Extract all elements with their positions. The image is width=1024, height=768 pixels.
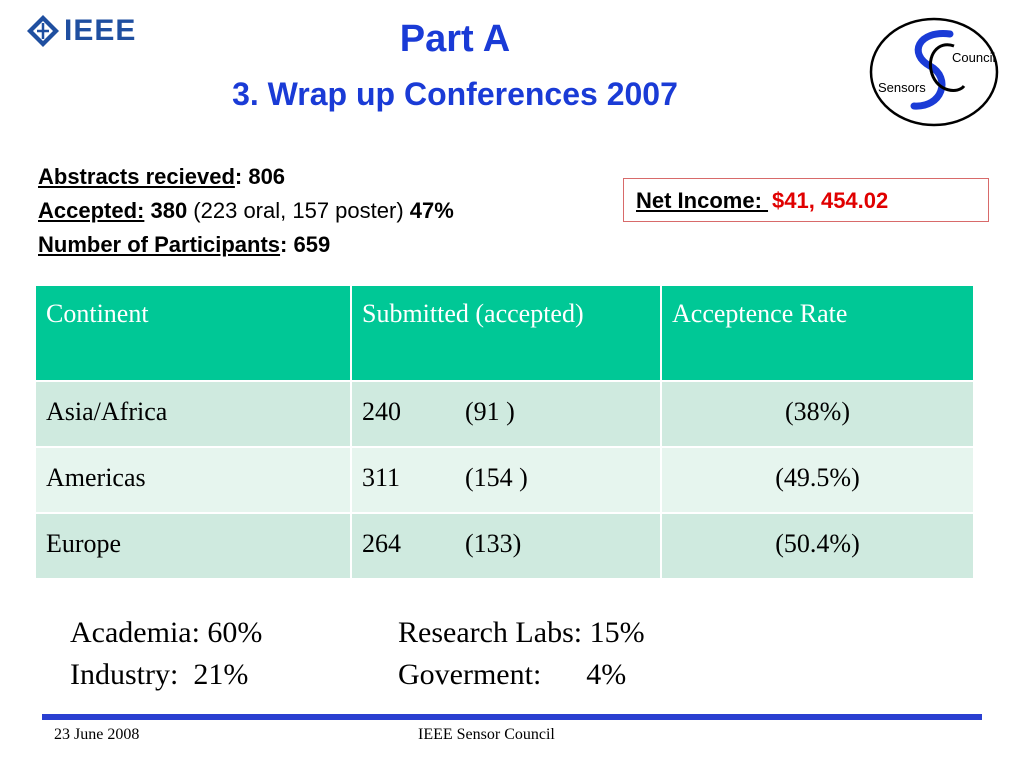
net-income-value: $41, 454.02	[772, 188, 889, 213]
footer-divider	[42, 714, 982, 720]
sensors-council-logo: Council Sensors	[869, 17, 999, 127]
accepted-line: Accepted: 380 (223 oral, 157 poster) 47%	[38, 194, 454, 228]
government-text: Goverment: 4%	[398, 658, 627, 691]
ieee-logo: IEEE	[26, 14, 136, 48]
submitted-count: 240	[362, 397, 401, 426]
submitted-count: 264	[362, 529, 401, 558]
rate-cell: (38%)	[660, 380, 975, 448]
accepted-label: Accepted:	[38, 198, 145, 223]
accepted-detail: (223 oral, 157 poster)	[187, 198, 410, 223]
header-submitted: Submitted (accepted)	[350, 284, 662, 382]
academia-text: Academia: 60%	[70, 616, 263, 649]
table-row: Europe 264 (133) (50.4%)	[34, 512, 975, 580]
accepted-percent: 47%	[409, 198, 454, 223]
ieee-logo-text: IEEE	[64, 14, 137, 47]
submitted-cell: 264 (133)	[350, 512, 662, 580]
header-continent: Continent	[34, 284, 352, 382]
continent-cell: Asia/Africa	[34, 380, 352, 448]
slide-title: Part A	[399, 18, 511, 60]
table-row: Americas 311 (154 ) (49.5%)	[34, 446, 975, 514]
research-labs-text: Research Labs: 15%	[398, 616, 645, 649]
accepted-count: (91 )	[465, 397, 515, 426]
sector-line: Academia: 60% Research Labs: 15%	[70, 612, 645, 654]
header-rate: Acceptence Rate	[660, 284, 975, 382]
submitted-cell: 311 (154 )	[350, 446, 662, 514]
submitted-cell: 240 (91 )	[350, 380, 662, 448]
sector-breakdown: Academia: 60% Research Labs: 15% Industr…	[70, 612, 645, 696]
accepted-value: 380	[144, 198, 188, 223]
net-income-box: Net Income: $41, 454.02	[623, 178, 989, 222]
submitted-count: 311	[362, 463, 401, 492]
net-income-label: Net Income:	[636, 188, 769, 213]
conference-stats: Abstracts recieved: 806 Accepted: 380 (2…	[38, 160, 454, 262]
footer-date: 23 June 2008	[54, 726, 140, 743]
abstracts-line: Abstracts recieved: 806	[38, 160, 454, 194]
rate-cell: (50.4%)	[660, 512, 975, 580]
continent-cell: Americas	[34, 446, 352, 514]
abstracts-label: Abstracts recieved	[38, 164, 235, 189]
slide-subtitle: 3. Wrap up Conferences 2007	[232, 76, 678, 112]
accepted-count: (133)	[465, 529, 522, 558]
table-header-row: Continent Submitted (accepted) Acceptenc…	[34, 284, 975, 382]
council-word: Council	[952, 50, 995, 65]
continent-table: Continent Submitted (accepted) Acceptenc…	[34, 284, 975, 580]
sensors-word: Sensors	[878, 80, 926, 95]
table-row: Asia/Africa 240 (91 ) (38%)	[34, 380, 975, 448]
participants-value: : 659	[280, 232, 331, 257]
accepted-count: (154 )	[465, 463, 528, 492]
industry-text: Industry: 21%	[70, 658, 249, 691]
abstracts-value: : 806	[234, 164, 286, 189]
rate-cell: (49.5%)	[660, 446, 975, 514]
continent-cell: Europe	[34, 512, 352, 580]
participants-line: Number of Participants: 659	[38, 228, 454, 262]
ieee-diamond-icon	[27, 15, 59, 47]
participants-label: Number of Participants	[38, 232, 281, 257]
sector-line: Industry: 21% Goverment: 4%	[70, 654, 626, 696]
footer-org: IEEE Sensor Council	[418, 726, 555, 743]
